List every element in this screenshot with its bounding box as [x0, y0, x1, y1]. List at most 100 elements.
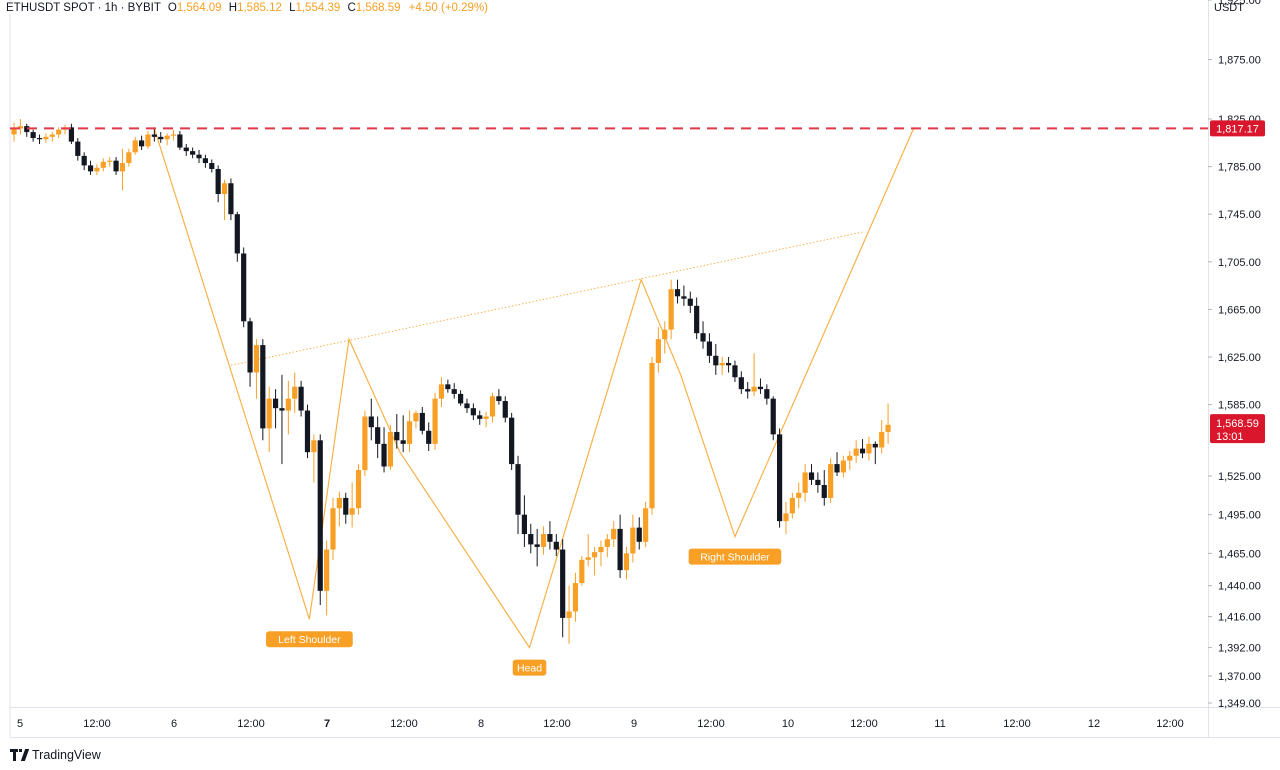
candle-up	[119, 163, 126, 172]
candle-down	[304, 410, 311, 453]
candle-down	[343, 497, 349, 515]
candle-up	[662, 329, 668, 340]
candle-up	[540, 534, 547, 547]
time-tick-label: 12:00	[1156, 718, 1184, 730]
candle-up	[43, 136, 49, 140]
candle-up	[719, 362, 725, 366]
close-label: C	[347, 2, 356, 14]
head-label-box	[512, 659, 547, 676]
candle-up	[438, 384, 445, 399]
right-shoulder-label-box	[688, 548, 782, 565]
candle-down	[872, 443, 878, 448]
candle-down	[400, 440, 406, 444]
time-tick-label: 6	[171, 718, 177, 730]
candle-down	[279, 408, 285, 411]
candle-down	[368, 416, 374, 428]
candle-up	[885, 424, 891, 432]
candle-down	[317, 440, 323, 591]
candle-up	[623, 553, 630, 571]
candle-up	[432, 398, 438, 444]
resistance-price-label: 1,817.17	[1216, 123, 1259, 135]
candle-up	[572, 583, 579, 612]
time-tick-label: 12:00	[83, 718, 111, 730]
tradingview-brand: TradingView	[32, 748, 101, 762]
candle-down	[694, 305, 700, 334]
candle-up	[132, 140, 138, 153]
candle-down	[419, 412, 425, 431]
price-tick-label: 1,785.00	[1218, 162, 1261, 174]
candle-up	[604, 539, 610, 547]
candle-up	[266, 398, 272, 429]
low-value: 1,554.39	[295, 2, 341, 14]
candle-up	[145, 134, 151, 147]
candle-up	[489, 396, 496, 417]
time-tick-label: 10	[782, 718, 794, 730]
price-tick-label: 1,440.00	[1218, 581, 1261, 593]
candle-down	[859, 448, 866, 454]
candle-down	[745, 389, 751, 392]
candle-up	[221, 183, 228, 194]
price-tick-label: 1,745.00	[1218, 209, 1261, 221]
candle-up	[362, 416, 368, 471]
candle-up	[292, 386, 298, 399]
resistance-price-tag	[1210, 120, 1265, 137]
candle-up	[349, 508, 355, 515]
candle-down	[183, 147, 189, 152]
candle-down	[139, 140, 145, 147]
close-value: 1,568.59	[355, 2, 401, 14]
candle-up	[649, 362, 655, 509]
change-value: +4.50 (+0.29%)	[408, 2, 488, 14]
price-tick-label: 1,416.00	[1218, 612, 1261, 624]
candle-down	[177, 134, 183, 148]
candle-down	[502, 401, 508, 418]
candle-down	[713, 355, 719, 366]
candle-down	[547, 534, 553, 542]
price-tick-label: 1,495.00	[1218, 510, 1261, 522]
time-tick-label: 12:00	[390, 718, 418, 730]
price-tick-label: 1,875.00	[1218, 55, 1261, 67]
open-value: 1,564.09	[176, 2, 222, 14]
candle-down	[87, 165, 94, 172]
candle-up	[585, 557, 591, 560]
open-label: O	[167, 2, 177, 14]
candle-up	[330, 508, 336, 550]
candle-down	[757, 386, 764, 390]
left-shoulder-label: Left Shoulder	[278, 634, 341, 646]
candle-up	[611, 528, 617, 540]
price-tick-label: 1,925.00	[1218, 0, 1261, 7]
candle-down	[777, 434, 783, 522]
candle-down	[68, 127, 75, 142]
candle-down	[553, 541, 559, 550]
time-tick-label: 11	[934, 718, 945, 730]
candle-down	[394, 431, 400, 441]
candle-down	[732, 365, 738, 378]
candle-down	[706, 341, 713, 356]
candle-down	[158, 136, 164, 140]
price-tick-label: 1,392.00	[1218, 643, 1261, 655]
candle-up	[126, 152, 132, 164]
candle-down	[834, 464, 840, 473]
candle-down	[445, 384, 451, 390]
candle-up	[879, 431, 885, 448]
candle-up	[164, 135, 170, 140]
candle-down	[687, 298, 693, 306]
candle-down	[215, 168, 221, 194]
candle-down	[30, 132, 36, 139]
candle-down	[770, 398, 776, 435]
candle-down	[451, 389, 457, 394]
candle-down	[241, 253, 247, 322]
candle-up	[285, 398, 291, 411]
left-shoulder-label-box	[266, 631, 353, 648]
candle-up	[566, 611, 572, 618]
candle-down	[234, 214, 240, 254]
candle-down	[521, 514, 527, 535]
candle-up	[170, 134, 177, 136]
candle-up	[107, 160, 113, 162]
head-and-shoulders-pattern	[153, 128, 915, 649]
candle-down	[560, 549, 566, 618]
candle-up	[789, 497, 795, 514]
head-label: Head	[517, 663, 542, 675]
currency-label[interactable]: USDT	[1214, 2, 1244, 14]
candle-down	[534, 544, 540, 547]
